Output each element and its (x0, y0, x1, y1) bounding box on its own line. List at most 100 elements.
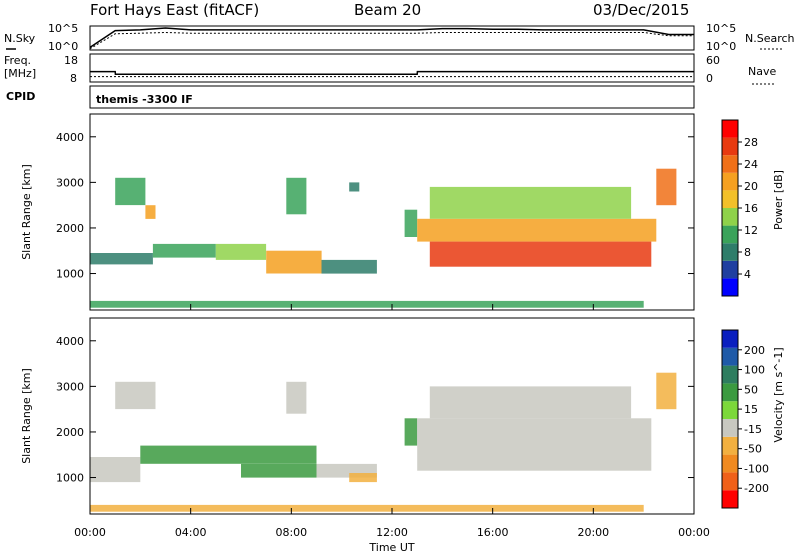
x-tick-label: 00:00 (678, 526, 710, 539)
scatter-region-8 (349, 182, 360, 192)
freq-left-tick-bottom: 8 (70, 72, 77, 85)
scatter-region-5 (115, 177, 146, 206)
scatter-region-9 (404, 209, 418, 237)
colorbar-tick-label: 16 (744, 202, 758, 215)
noise-left-tick-top: 10^5 (48, 22, 78, 35)
freq-label-1: Freq. (4, 54, 31, 67)
colorbar-swatch (722, 172, 738, 191)
y-tick-label: 4000 (56, 131, 84, 144)
frequency-series-0 (90, 70, 694, 75)
colorbar-swatch (722, 436, 738, 455)
colorbar-tick-label: 200 (744, 344, 765, 357)
radar-title: Fort Hays East (fitACF) (90, 1, 259, 19)
velocity-y-label: Slant Range [km] (20, 368, 33, 464)
colorbar-swatch (722, 401, 738, 419)
noise-right-tick-bottom: 10^0 (706, 40, 736, 53)
nsky-label: N.Sky (4, 32, 36, 45)
frequency-frame (89, 53, 695, 83)
colorbar-swatch (722, 347, 738, 366)
power-cells (90, 168, 677, 308)
scatter-region-6 (145, 205, 156, 219)
power-y-label: Slant Range [km] (20, 164, 33, 260)
colorbar-tick-label: 12 (744, 224, 758, 237)
colorbar-tick-label: 24 (744, 158, 758, 171)
colorbar-tick-label: -100 (744, 462, 769, 475)
colorbar-frame (721, 329, 739, 509)
y-tick-label: 1000 (56, 472, 84, 485)
noise-right-tick-top: 10^5 (706, 22, 736, 35)
colorbar-swatch (722, 472, 738, 491)
velocity-colorbar-label: Velocity [m s^-1] (772, 347, 785, 442)
noise-panel: 10^5 10^0 10^5 10^0 (48, 22, 736, 53)
colorbar-tick-label: -15 (744, 423, 762, 436)
scatter-region-8 (417, 418, 652, 471)
scatter-region-12 (429, 186, 632, 219)
y-tick-label: 4000 (56, 335, 84, 348)
colorbar-tick-label: 28 (744, 136, 758, 149)
x-tick-label: 20:00 (577, 526, 609, 539)
time-axis: 00:00 04:00 08:00 12:00 16:00 20:00 00:00 (74, 304, 710, 539)
scatter-region-0 (90, 457, 141, 483)
colorbar-swatch (722, 365, 738, 384)
colorbar-swatch (722, 155, 738, 173)
beam-label: Beam 20 (354, 1, 421, 19)
colorbar-swatch (722, 208, 738, 226)
velocity-colorbar: -200 -100 -50 -15 15 50 100 200 (721, 329, 769, 509)
scatter-region-1 (152, 243, 216, 258)
colorbar-swatch (722, 190, 738, 208)
colorbar-tick-label: 15 (744, 403, 758, 416)
nsearch-label: N.Search (745, 32, 795, 45)
scatter-region-4 (349, 473, 377, 483)
scatter-region-7 (286, 177, 307, 215)
scatter-region-3 (266, 250, 322, 274)
scatter-region-5 (115, 381, 156, 410)
scatter-region-2 (241, 463, 317, 478)
y-tick-label: 3000 (56, 380, 84, 393)
y-tick-label: 1000 (56, 268, 84, 281)
scatter-region-0 (90, 253, 153, 265)
frequency-panel: 18 8 60 0 (64, 53, 720, 85)
scatter-region-6 (286, 381, 307, 414)
colorbar-swatch (722, 330, 738, 348)
velocity-cells (90, 372, 677, 512)
colorbar-tick-label: 50 (744, 383, 758, 396)
noise-left-tick-bottom: 10^0 (48, 40, 78, 53)
noise-series-1 (89, 31, 694, 50)
scatter-region-2 (215, 243, 267, 260)
date-label: 03/Dec/2015 (593, 1, 689, 19)
freq-left-tick-top: 18 (64, 54, 78, 67)
y-tick-label: 2000 (56, 222, 84, 235)
power-y-axis: 1000 2000 3000 4000 (56, 131, 694, 281)
scatter-region-1 (140, 445, 317, 464)
colorbar-swatch (722, 419, 738, 437)
colorbar-swatch (722, 225, 738, 244)
noise-series-0 (89, 27, 694, 49)
x-tick-label: 08:00 (275, 526, 307, 539)
colorbar-tick-label: 100 (744, 364, 765, 377)
colorbar-swatch (722, 260, 738, 279)
cpid-label: CPID (6, 90, 35, 103)
colorbar-swatch (722, 278, 738, 296)
colorbar-swatch (722, 243, 738, 261)
scatter-region-10 (417, 218, 657, 242)
scatter-region-4 (321, 259, 377, 274)
colorbar-swatch (722, 490, 738, 508)
colorbar-tick-label: -50 (744, 443, 762, 456)
scatter-region-14 (90, 300, 644, 308)
colorbar-swatch (722, 383, 738, 402)
scatter-region-11 (429, 241, 652, 267)
y-tick-label: 2000 (56, 426, 84, 439)
y-tick-label: 3000 (56, 176, 84, 189)
colorbar-swatch (722, 454, 738, 473)
scatter-region-10 (656, 372, 677, 410)
colorbar-swatch (722, 120, 738, 138)
scatter-region-9 (429, 386, 632, 419)
scatter-region-13 (656, 168, 677, 206)
program-label: themis -3300 IF (96, 93, 193, 106)
scatter-region-7 (404, 418, 418, 446)
scatter-region-11 (90, 504, 644, 512)
power-colorbar: 4 8 12 16 20 24 28 (721, 119, 758, 297)
x-tick-label: 00:00 (74, 526, 106, 539)
time-axis-label: Time UT (368, 541, 414, 554)
